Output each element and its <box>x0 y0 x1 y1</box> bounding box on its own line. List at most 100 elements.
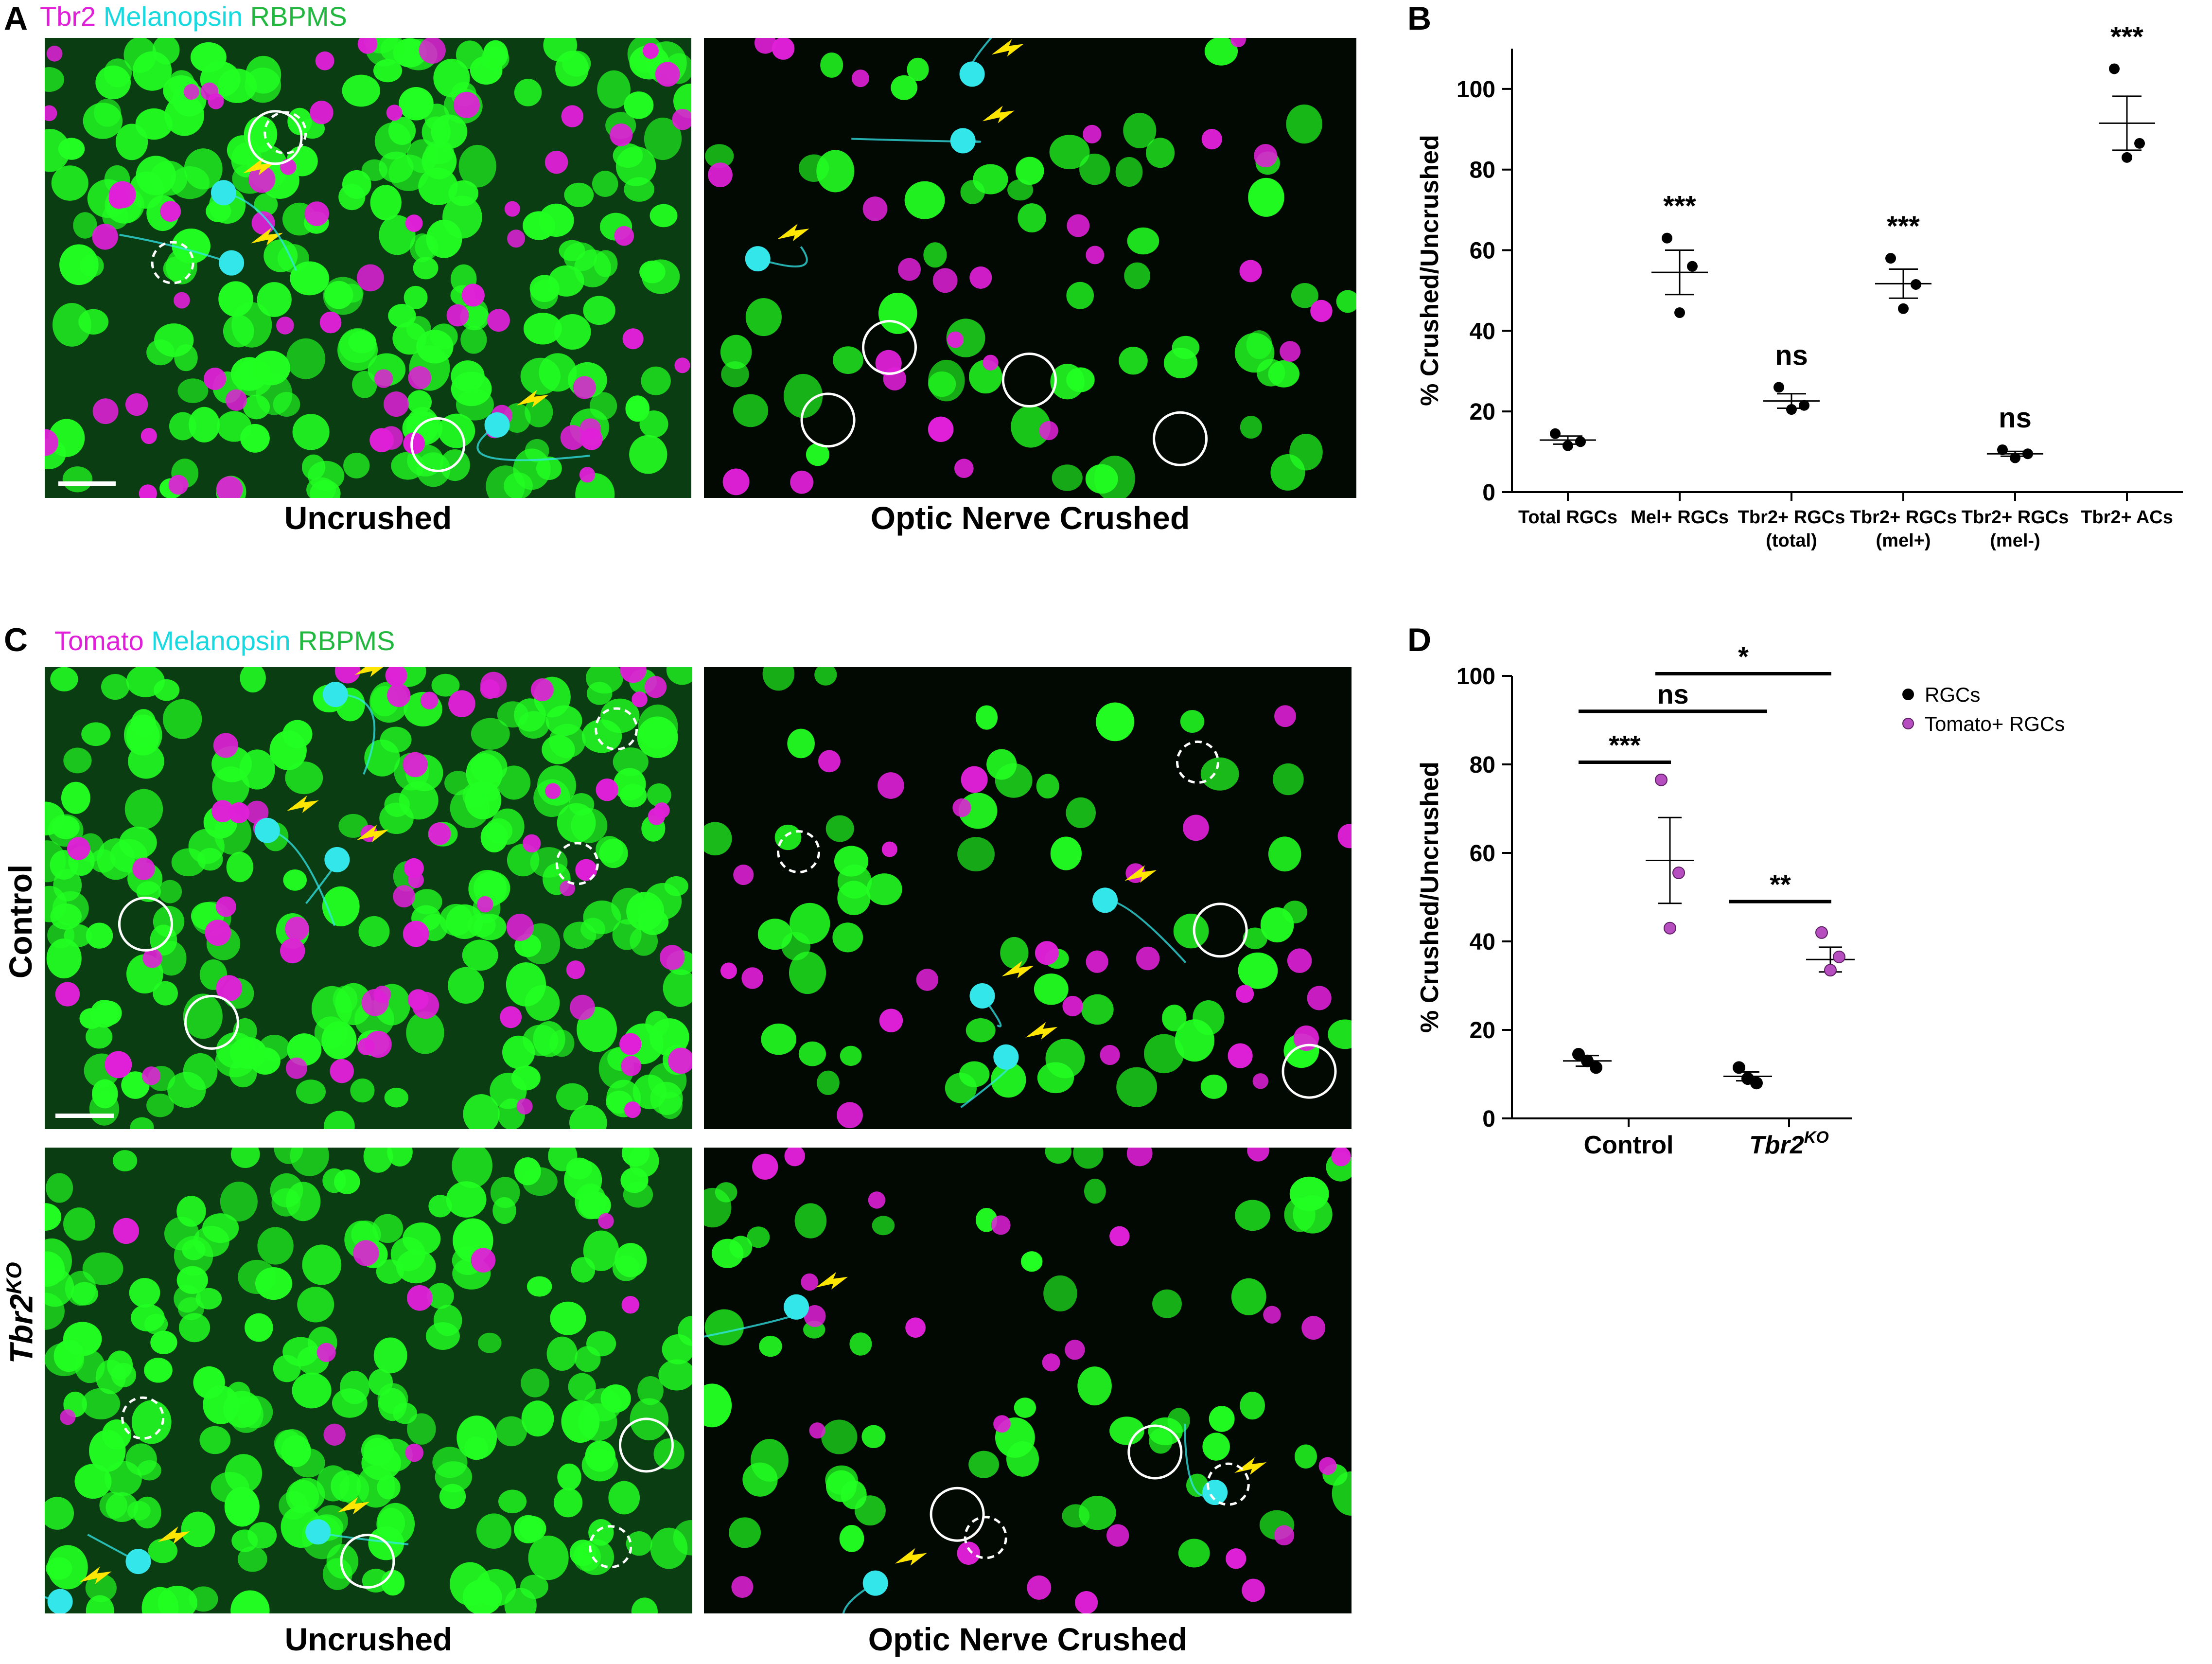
rgc-cell <box>1066 797 1096 829</box>
tbr2-cell <box>1067 214 1090 237</box>
y-axis-title: % Crushed/Uncrushed <box>1416 761 1444 1033</box>
solid-circle-marker <box>1153 411 1208 466</box>
tbr2-cell <box>92 398 119 425</box>
rgc-cell <box>1014 1398 1036 1418</box>
rgc-cell <box>136 156 176 195</box>
y-tick-label-0: 0 <box>1482 1106 1495 1132</box>
tbr2-cell <box>928 416 954 443</box>
dashed-circle-marker <box>263 111 307 155</box>
tbr2-cell <box>530 678 554 702</box>
rgc-cell <box>783 373 823 418</box>
rgc-cell <box>237 1546 267 1572</box>
row-label-tbr2ko-main: Tbr2 <box>3 1294 39 1364</box>
tbr2-cell <box>319 311 342 334</box>
rgc-cell <box>624 177 654 202</box>
rgc-cell <box>586 1331 616 1357</box>
rgc-cell <box>521 1400 554 1437</box>
legend-marker-0 <box>1902 689 1914 700</box>
tbr2-cell <box>315 51 334 71</box>
rgc-cell <box>1124 262 1151 289</box>
rgc-cell <box>546 1336 578 1371</box>
x-tick-label-1: Tbr2KO <box>1749 1128 1829 1159</box>
tbr2-cell <box>393 885 415 908</box>
caption-a-crushed: Optic Nerve Crushed <box>870 500 1190 536</box>
x-tick-label-3: Tbr2+ RGCs <box>1850 507 1957 528</box>
rgc-cell <box>729 1236 753 1259</box>
rgc-cell <box>638 704 678 749</box>
stain-tomato: Tomato <box>54 625 144 656</box>
tbr2-cell <box>1230 38 1246 48</box>
rgc-cell <box>370 185 402 221</box>
rgc-cell <box>586 682 613 705</box>
rgc-cell <box>369 1369 393 1396</box>
tbr2-cell <box>932 268 958 293</box>
solid-circle-marker <box>118 896 173 952</box>
data-point-5-0 <box>2109 63 2120 74</box>
rgc-cell <box>891 75 917 100</box>
tbr2-cell <box>954 459 974 478</box>
tbr2-cell <box>983 354 999 371</box>
rgc-cell <box>456 389 494 421</box>
tbr2-cell <box>330 1059 354 1083</box>
rgc-cell <box>199 1426 231 1454</box>
rgc-cell <box>923 242 947 268</box>
rgc-cell <box>650 1527 688 1569</box>
rgc-cell <box>456 1415 497 1460</box>
rgc-cell <box>123 38 157 73</box>
rgc-cell <box>600 1384 631 1413</box>
yellow-arrow <box>356 824 389 842</box>
solid-circle-marker <box>1127 1424 1183 1480</box>
rgc-cell <box>153 981 178 1006</box>
yellow-arrow <box>158 1526 190 1544</box>
rgc-cell <box>1037 1062 1074 1094</box>
x-tick-sublabel-3: (mel+) <box>1876 531 1931 551</box>
rgc-cell <box>612 919 642 950</box>
tbr2-cell <box>276 317 294 335</box>
tbr2-cell <box>905 1317 926 1338</box>
rgc-cell <box>292 1372 332 1409</box>
rgc-cell <box>1268 360 1299 388</box>
tbr2-cell <box>215 896 236 917</box>
tbr2-cell <box>225 389 247 411</box>
tbr2-cell <box>46 45 63 62</box>
rgc-cell <box>462 1579 502 1613</box>
legend-label-1: Tomato+ RGCs <box>1925 712 2065 735</box>
rgc-cell <box>490 1073 527 1109</box>
panel-letter-d: D <box>1407 621 1432 658</box>
tbr2-cell <box>1301 1316 1326 1340</box>
tbr2-cell <box>947 331 964 348</box>
micrograph-c-control-crushed <box>704 667 1352 1129</box>
rgc-cell <box>220 1182 258 1221</box>
rgc-cell <box>377 1507 405 1539</box>
rgc-cell <box>361 1446 401 1481</box>
rgc-cell <box>1240 415 1262 439</box>
dashed-circle-marker <box>151 241 194 284</box>
tbr2-cell <box>507 230 526 248</box>
tbr2-cell <box>648 808 665 825</box>
rgc-cell <box>613 768 646 801</box>
rgc-cell <box>1066 282 1094 309</box>
rgc-cell <box>564 182 594 207</box>
tbr2-cell <box>619 1033 642 1055</box>
panel-letter-b: B <box>1407 0 1432 37</box>
rgc-cell <box>275 1429 309 1463</box>
rgc-cell <box>794 1203 827 1239</box>
rgc-cell <box>1238 952 1278 989</box>
rgc-cell <box>61 781 90 814</box>
tbr2-cell <box>142 948 162 968</box>
tbr2-cell <box>216 975 243 1002</box>
comparison-label-3: * <box>1738 641 1749 672</box>
rgc-cell <box>1286 104 1322 144</box>
rgc-cell <box>316 1465 350 1502</box>
rgc-cell <box>1078 1495 1116 1530</box>
chart-d-svg: 0 20 40 60 80 100 % Crushed/Uncrushed Control Tb… <box>1416 641 2065 1159</box>
rgc-cell <box>1085 464 1118 494</box>
tbr2-cell <box>285 917 309 941</box>
tbr2-cell <box>801 1273 818 1291</box>
rgc-cell <box>218 281 253 317</box>
rgc-cell <box>973 164 1008 195</box>
tbr2-cell <box>621 1296 639 1314</box>
yellow-arrow <box>243 158 275 176</box>
yellow-arrow <box>1234 1457 1267 1475</box>
significance-label-3: *** <box>1887 211 1920 242</box>
